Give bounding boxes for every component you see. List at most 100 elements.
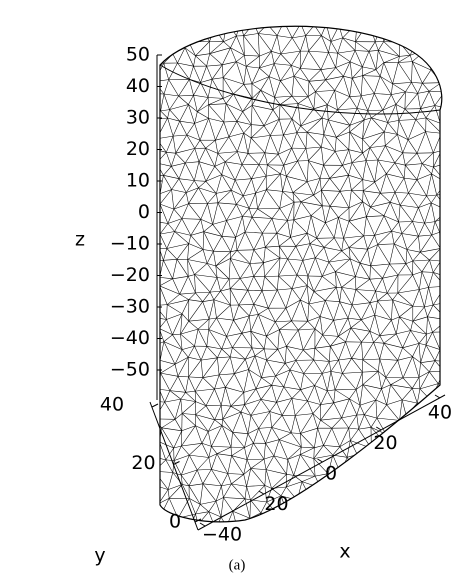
mesh-edge [181,425,196,432]
mesh-edge [418,497,425,512]
mesh-edge [379,76,392,95]
mesh-edge [292,35,306,39]
mesh-edge [167,223,175,232]
mesh-edge [184,47,194,67]
mesh-edge [201,443,212,447]
mesh-edge [426,316,428,335]
mesh-edge [434,525,440,545]
mesh-edge [230,356,246,360]
mesh-edge [163,63,169,80]
mesh-edge [277,289,287,309]
mesh-edge [363,190,381,194]
mesh-edge [202,374,220,378]
mesh-edge [160,152,167,164]
mesh-edge [293,219,308,234]
mesh-edge [432,8,440,13]
mesh-edge [249,263,254,277]
mesh-edge [236,121,244,134]
mesh-edge [243,392,245,405]
mesh-edge [271,427,292,434]
mesh-edge [181,425,196,447]
mesh-edge [430,430,435,440]
mesh-edge [360,262,371,267]
mesh-edge [243,132,252,139]
mesh-edge [443,443,447,461]
mesh-edge [253,290,263,305]
mesh-edge [392,299,400,318]
mesh-edge [229,356,235,374]
mesh-edge [363,468,371,489]
mesh-edge [261,377,272,386]
mesh-edge [420,105,435,109]
mesh-edge [313,178,321,196]
mesh-edge [236,121,252,125]
mesh-edge [418,195,427,208]
mesh-edge [243,35,260,57]
mesh-edge [163,175,172,190]
mesh-edge [168,484,183,490]
mesh-edge [312,404,321,414]
mesh-edge [173,445,182,449]
mesh-edge [370,265,383,279]
mesh-edge [166,152,176,154]
mesh-edge [291,95,299,104]
mesh-edge [338,359,343,374]
mesh-edge [166,231,175,249]
mesh-edge [251,90,261,106]
mesh-edge [149,518,159,532]
mesh-edge [362,160,367,180]
mesh-edge [363,488,371,499]
mesh-edge [384,131,398,135]
mesh-edge [348,247,351,259]
mesh-edge [321,117,324,135]
mesh-edge [425,334,427,346]
mesh-edge [261,375,276,378]
mesh-edge [260,385,272,400]
mesh-edge [428,272,434,288]
mesh-edge [245,355,256,360]
mesh-edge [208,317,217,330]
mesh-edge [164,390,171,403]
mesh-edge [418,333,427,344]
mesh-edge [448,211,451,216]
mesh-edge [328,258,351,263]
mesh-edge [355,389,361,406]
mesh-edge [408,430,418,446]
mesh-edge [214,26,228,29]
mesh-edge [164,401,176,420]
mesh-edge [278,516,281,522]
mesh-edge [160,389,170,391]
mesh-edge [214,404,222,420]
mesh-edge [320,52,329,70]
mesh-edge [247,415,252,434]
mesh-edge [207,431,212,447]
mesh-edge [412,61,432,71]
mesh-edge [257,208,280,210]
mesh-edge [387,122,398,135]
mesh-edge [314,316,321,330]
mesh-edge [377,159,387,174]
mesh-edge [369,331,380,336]
mesh-edge [279,237,291,247]
mesh-edge [325,300,340,302]
mesh-edge [250,399,262,416]
mesh-edge [339,287,342,302]
mesh-edge [362,66,377,70]
mesh-edge [171,162,186,167]
mesh-edge [242,208,250,217]
x-tick-label: 20 [264,493,288,515]
mesh-edge [411,487,425,498]
mesh-edge [258,152,266,165]
mesh-edge [287,246,297,260]
mesh-edge [341,414,357,419]
mesh-edge [163,341,176,365]
mesh-edge [379,319,392,336]
mesh-edge [430,62,442,71]
mesh-edge [271,208,280,219]
mesh-edge [194,391,196,402]
mesh-edge [161,419,176,429]
mesh-edge [165,459,175,461]
mesh-edge [198,10,209,22]
mesh-edge [434,439,442,444]
mesh-edge [180,328,199,335]
